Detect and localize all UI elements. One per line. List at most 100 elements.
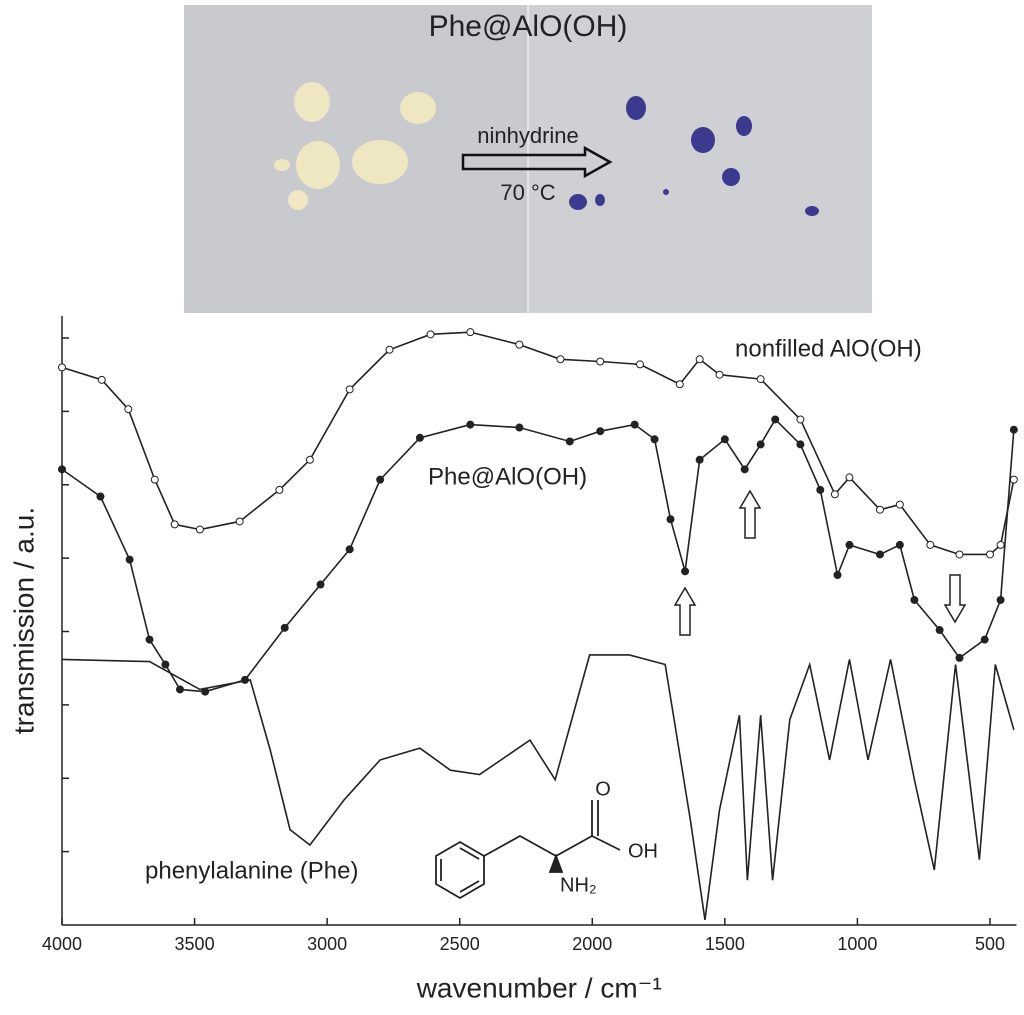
data-point — [845, 473, 854, 482]
data-point — [1009, 425, 1018, 434]
data-point — [833, 571, 842, 580]
data-point — [771, 415, 780, 424]
series-label: nonfilled AlO(OH) — [735, 335, 922, 362]
data-point — [955, 653, 964, 662]
data-point — [666, 515, 675, 524]
data-point — [596, 357, 605, 366]
x-tick-label: 3500 — [175, 934, 215, 954]
x-tick-label: 1000 — [837, 934, 877, 954]
data-point — [996, 540, 1005, 549]
series-label: Phe@AlO(OH) — [428, 463, 587, 490]
white-powder — [274, 82, 436, 210]
data-point — [596, 427, 605, 436]
data-point — [675, 380, 684, 389]
data-point — [796, 440, 805, 449]
x-tick-label: 2000 — [572, 934, 612, 954]
reaction-arrow — [461, 145, 613, 179]
data-point — [630, 420, 639, 429]
data-point — [565, 437, 574, 446]
data-point — [150, 475, 159, 484]
data-point — [895, 500, 904, 509]
data-point — [275, 485, 284, 494]
data-point — [845, 540, 854, 549]
data-point — [756, 375, 765, 384]
data-point — [935, 626, 944, 635]
data-point — [926, 540, 935, 549]
data-point — [816, 485, 825, 494]
data-point — [466, 328, 475, 337]
data-point — [415, 433, 424, 442]
data-point — [715, 370, 724, 379]
arrow-label: ninhydrine — [477, 123, 579, 148]
series-line — [61, 418, 1015, 693]
series-line — [61, 331, 1015, 556]
data-point — [515, 423, 524, 432]
data-point — [175, 685, 184, 694]
data-point — [556, 355, 565, 364]
data-point — [235, 517, 244, 526]
series-label: phenylalanine (Phe) — [145, 857, 358, 884]
x-tick-label: 3000 — [307, 934, 347, 954]
data-point — [695, 455, 704, 464]
data-point — [955, 550, 964, 559]
data-point — [58, 465, 66, 474]
data-point — [385, 345, 394, 354]
data-point — [345, 385, 354, 394]
amine-label: NH₂ — [560, 874, 597, 896]
data-point — [515, 340, 524, 349]
photo-half — [528, 5, 872, 313]
data-point — [650, 435, 659, 444]
data-point — [756, 440, 765, 449]
structure: O OH NH₂ — [435, 778, 658, 900]
data-point — [145, 635, 154, 644]
x-tick-label: 1500 — [705, 934, 745, 954]
photo: Phe@AlO(OH) ninhydrine 70 °C — [184, 5, 872, 313]
wedge-bond — [548, 853, 564, 873]
data-point — [740, 465, 749, 474]
chain-bonds — [483, 800, 621, 858]
x-axis-label: wavenumber / cm⁻¹ — [416, 972, 662, 1003]
data-point — [97, 375, 106, 384]
series-line — [61, 654, 1015, 920]
data-point — [980, 635, 989, 644]
data-point — [695, 355, 704, 364]
data-point — [996, 595, 1005, 604]
data-point — [376, 475, 385, 484]
x-tick-label: 500 — [975, 934, 1005, 954]
x-tick-label: 4000 — [42, 934, 82, 954]
data-point — [280, 623, 289, 632]
data-point — [124, 405, 133, 414]
data-point — [170, 520, 179, 529]
data-point — [636, 360, 645, 369]
data-point — [96, 492, 105, 501]
y-axis-label: transmission / a.u. — [8, 507, 39, 734]
data-point — [58, 363, 66, 372]
data-point — [316, 580, 325, 589]
data-point — [161, 660, 170, 669]
photo-title: Phe@AlO(OH) — [429, 10, 628, 43]
hydroxyl-label: OH — [628, 840, 658, 862]
benzene-ring — [435, 840, 485, 900]
data-point — [895, 540, 904, 549]
data-point — [875, 550, 884, 559]
annotation-arrows — [673, 489, 967, 636]
data-point — [345, 545, 354, 554]
ring-bonds — [440, 847, 480, 893]
data-point — [1009, 475, 1018, 484]
data-point — [305, 455, 314, 464]
data-point — [910, 595, 919, 604]
data-point — [830, 490, 839, 499]
data-point — [720, 435, 729, 444]
data-point — [125, 555, 134, 564]
data-point — [681, 567, 690, 576]
data-point — [466, 420, 475, 429]
carbonyl-label: O — [595, 778, 611, 800]
data-point — [985, 550, 994, 559]
data-point — [195, 525, 204, 534]
x-tick-label: 2500 — [440, 934, 480, 954]
purple-grains — [569, 96, 819, 216]
temperature-label: 70 °C — [500, 180, 555, 205]
data-point — [875, 505, 884, 514]
data-point — [426, 330, 435, 339]
